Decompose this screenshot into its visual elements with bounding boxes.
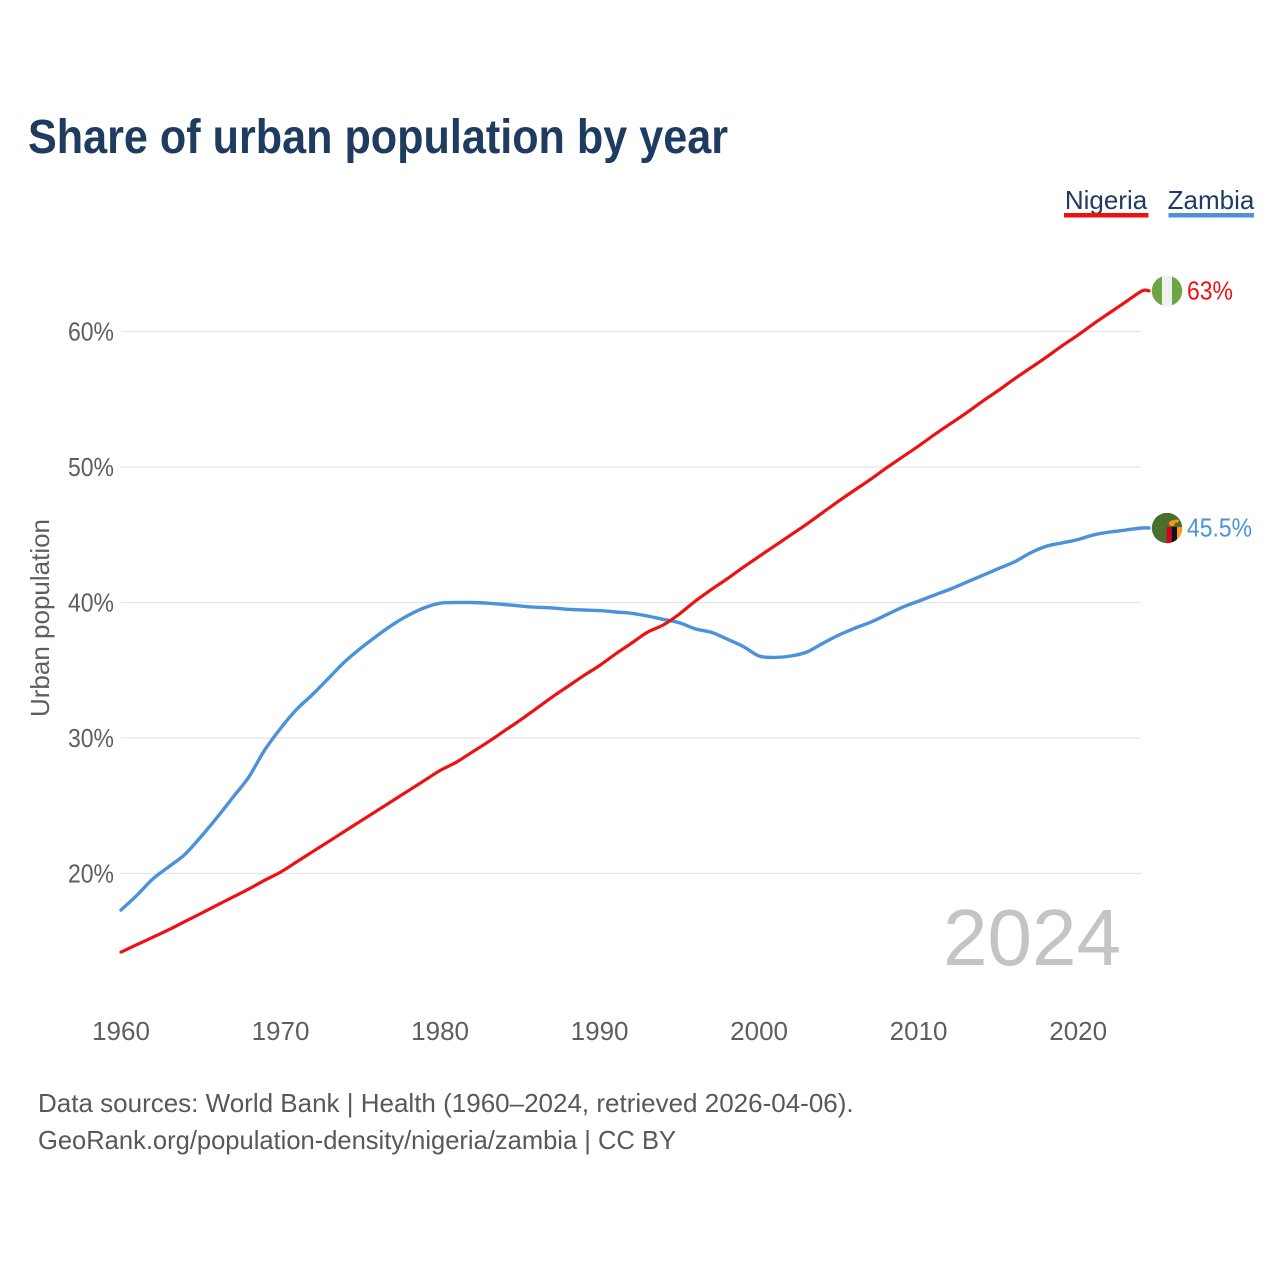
svg-text:40%: 40%	[68, 588, 114, 618]
svg-text:1980: 1980	[411, 1016, 469, 1046]
svg-text:Zambia: Zambia	[1168, 185, 1255, 215]
svg-text:Nigeria: Nigeria	[1065, 185, 1148, 215]
svg-text:Data sources: World Bank | Hea: Data sources: World Bank | Health (1960–…	[38, 1088, 854, 1118]
svg-text:2020: 2020	[1049, 1016, 1107, 1046]
svg-text:2024: 2024	[943, 893, 1121, 982]
svg-text:60%: 60%	[68, 317, 114, 347]
svg-text:Share of urban population by y: Share of urban population by year	[28, 111, 728, 164]
svg-text:1990: 1990	[571, 1016, 629, 1046]
svg-text:1960: 1960	[92, 1016, 150, 1046]
svg-text:30%: 30%	[68, 723, 114, 753]
svg-text:1970: 1970	[252, 1016, 310, 1046]
svg-text:63%: 63%	[1187, 275, 1233, 305]
svg-text:2010: 2010	[890, 1016, 948, 1046]
svg-text:20%: 20%	[68, 859, 114, 889]
svg-text:2000: 2000	[730, 1016, 788, 1046]
svg-text:Urban population: Urban population	[25, 519, 55, 717]
svg-text:50%: 50%	[68, 452, 114, 482]
svg-text:45.5%: 45.5%	[1187, 513, 1252, 543]
svg-text:GeoRank.org/population-density: GeoRank.org/population-density/nigeria/z…	[38, 1125, 676, 1155]
